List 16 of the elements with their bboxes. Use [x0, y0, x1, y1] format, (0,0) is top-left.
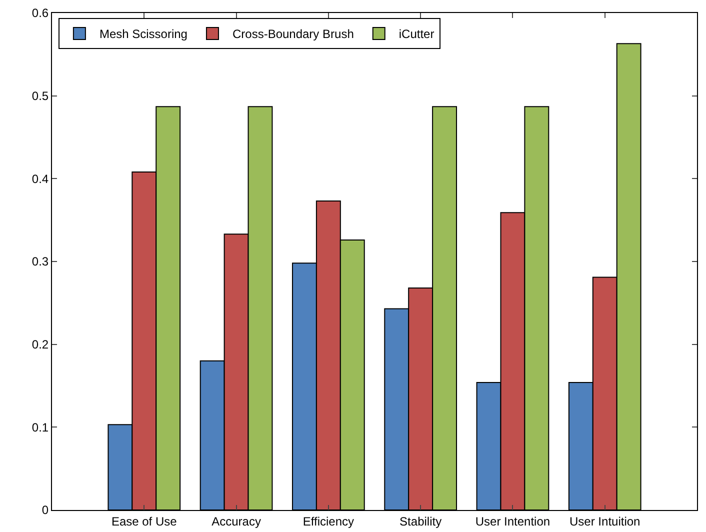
x-tick-label: User Intuition — [570, 514, 640, 528]
y-tick-label: 0.2 — [32, 338, 49, 352]
x-tick-label: Efficiency — [302, 514, 354, 528]
y-tick-label: 0.3 — [32, 254, 49, 269]
x-tick-label: User Intention — [475, 514, 550, 528]
y-tick-label: 0.6 — [32, 6, 49, 20]
legend-label: Cross-Boundary Brush — [232, 27, 354, 42]
x-tick-label: Ease of Use — [111, 514, 178, 528]
y-tick-label: 0.5 — [32, 89, 49, 104]
x-tick-label: Stability — [400, 514, 442, 528]
y-tick-label: 0 — [42, 503, 49, 518]
y-tick-label: 0.1 — [32, 420, 49, 434]
legend-label: iCutter — [398, 27, 434, 42]
x-tick-label: Accuracy — [212, 514, 261, 528]
y-tick-label: 0.4 — [32, 172, 49, 186]
legend-label: Mesh Scissoring — [99, 27, 188, 42]
